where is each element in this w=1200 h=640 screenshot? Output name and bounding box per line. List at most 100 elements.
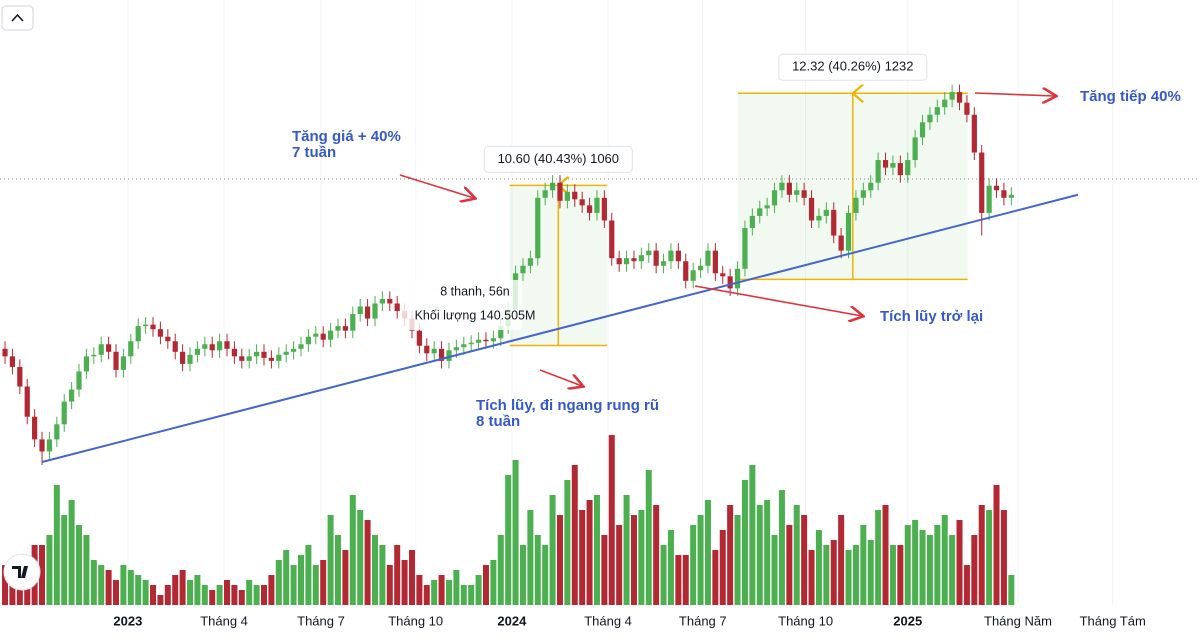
- volume-bar: [875, 510, 882, 605]
- volume-bar: [135, 575, 142, 605]
- candle-body: [113, 351, 119, 370]
- candle-body: [438, 348, 445, 361]
- candle-body: [912, 137, 918, 161]
- volume-bar: [956, 520, 963, 605]
- volume-bar: [852, 545, 859, 605]
- candle-body: [897, 163, 903, 176]
- candle-body: [771, 190, 778, 206]
- volume-bar: [283, 550, 290, 605]
- volume-bar: [46, 535, 53, 605]
- volume-bar: [179, 570, 186, 605]
- candle-body: [120, 356, 127, 370]
- candle-body: [39, 439, 45, 452]
- volume-bar: [623, 495, 630, 605]
- volume-bar: [549, 495, 556, 605]
- arrow: [399, 174, 474, 198]
- candle-body: [32, 416, 38, 440]
- volume-bar: [468, 585, 475, 605]
- volume-bar: [68, 500, 75, 605]
- candle-body: [83, 356, 90, 372]
- volume-bar: [712, 550, 719, 605]
- volume-bar: [371, 535, 378, 605]
- candle-body: [801, 190, 807, 198]
- candle-body: [379, 298, 385, 304]
- volume-bar: [645, 470, 652, 605]
- button-frame[interactable]: [1, 5, 34, 31]
- volume-bar: [993, 485, 1000, 605]
- candle-body: [601, 197, 607, 221]
- volume-bar: [808, 550, 815, 605]
- arrows: [399, 93, 1055, 386]
- volume-bar: [401, 560, 408, 605]
- arrow: [694, 285, 862, 316]
- volume-bar: [453, 570, 460, 605]
- volume-bar: [305, 545, 312, 605]
- candle-body: [631, 258, 637, 262]
- measure-label: 10.60 (40.43%) 1060: [498, 151, 619, 166]
- candle-body: [749, 215, 755, 228]
- candle-body: [305, 336, 311, 345]
- volume-bar: [224, 580, 231, 605]
- volume-bar: [275, 560, 282, 605]
- candle-body: [217, 341, 223, 351]
- candle-body: [934, 107, 940, 115]
- volume-bar: [556, 515, 563, 605]
- volume-bar: [150, 585, 157, 605]
- candle-body: [446, 350, 452, 361]
- volume-bar: [379, 545, 386, 605]
- volume-bar: [83, 535, 90, 605]
- candle-body: [860, 190, 866, 198]
- x-tick-label: 2025: [893, 613, 922, 628]
- volume-bar: [290, 565, 297, 605]
- volume-bar: [882, 505, 889, 605]
- volume-bar: [261, 585, 268, 605]
- volume-bar: [216, 585, 223, 605]
- tooltip-text: 8 thanh, 56n: [440, 284, 510, 298]
- candle-body: [609, 220, 615, 259]
- candle-body: [579, 199, 585, 206]
- collapse-button[interactable]: [1, 5, 34, 31]
- volume-bar: [534, 535, 541, 605]
- volume-bar: [61, 515, 68, 605]
- tooltip-text: Khối lượng 140.505M: [415, 308, 536, 322]
- arrow: [539, 369, 582, 386]
- candle-body: [143, 324, 149, 327]
- volume-bar: [801, 515, 808, 605]
- volume-bar: [320, 560, 327, 605]
- candle-body: [46, 439, 53, 452]
- volume-bar: [741, 480, 748, 605]
- candle-body: [623, 258, 630, 265]
- volume-bar: [971, 535, 978, 605]
- volume-bar: [460, 585, 467, 605]
- volume-bar: [830, 540, 837, 605]
- volume-bar: [113, 580, 120, 605]
- candle-body: [557, 182, 563, 201]
- volume-bar: [778, 490, 785, 605]
- candle-body: [875, 160, 881, 183]
- x-tick-label: 2024: [497, 613, 527, 628]
- volume-bar: [98, 565, 105, 605]
- volume-pane: [2, 435, 1015, 605]
- volume-bar: [53, 485, 60, 605]
- candle-body: [194, 348, 201, 355]
- volume-bar: [690, 525, 697, 605]
- candle-body: [350, 314, 356, 331]
- candle-body: [927, 114, 933, 123]
- volume-bar: [231, 585, 238, 605]
- volume-bar: [734, 515, 741, 605]
- candle-body: [165, 336, 171, 342]
- candle-body: [187, 354, 193, 364]
- volume-bar: [172, 575, 179, 605]
- candle-body: [853, 197, 859, 213]
- candle-body: [564, 191, 570, 201]
- volume-bar: [164, 585, 171, 605]
- volume-bar: [571, 465, 578, 605]
- candle-body: [520, 265, 526, 274]
- chevron-icon: [11, 13, 24, 22]
- volume-bar: [616, 525, 623, 605]
- candle-body: [942, 99, 948, 108]
- candle-body: [675, 250, 681, 262]
- candle-body: [986, 185, 992, 213]
- candle-body: [572, 191, 578, 200]
- candle-body: [2, 348, 8, 357]
